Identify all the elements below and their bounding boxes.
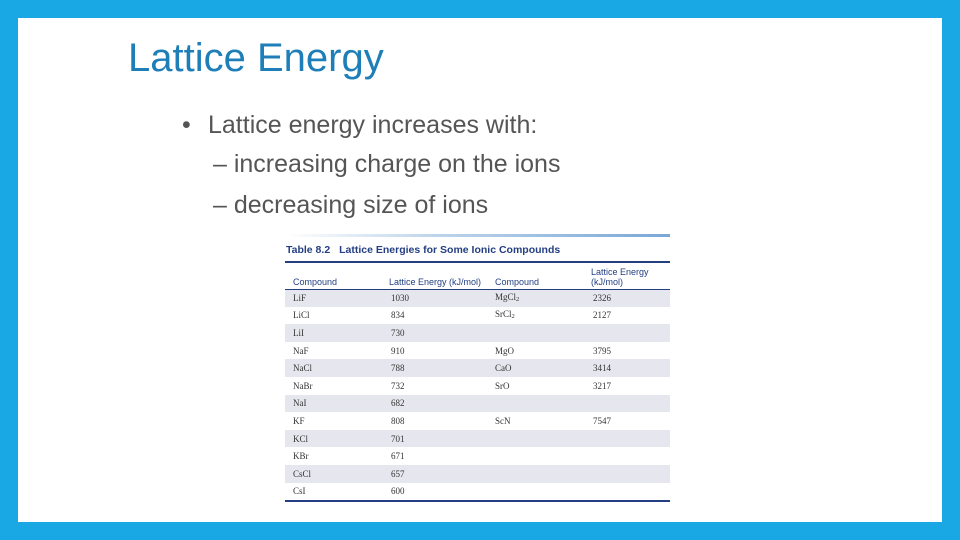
table-row: NaBr 732 SrO 3217: [285, 376, 670, 395]
caption-rule: [285, 261, 670, 263]
cell-lattice-energy-1: 1030: [381, 289, 487, 307]
cell-lattice-energy-2: [583, 447, 670, 465]
cell-lattice-energy-2: 3217: [583, 376, 670, 395]
slide: Lattice Energy • Lattice energy increases…: [18, 18, 942, 522]
header-lattice-energy-1: Lattice Energy (kJ/mol): [389, 276, 482, 287]
cell-lattice-energy-2: [583, 394, 670, 413]
cell-lattice-energy-2: 7547: [583, 412, 670, 430]
slide-title: Lattice Energy: [128, 36, 384, 80]
table-row: LiCl 834 SrCl2 2127: [285, 306, 670, 325]
cell-lattice-energy-1: 910: [381, 341, 487, 360]
cell-lattice-energy-2: [583, 464, 670, 483]
cell-lattice-energy-2: 2326: [583, 289, 670, 307]
table-row: CsCl 657: [285, 464, 670, 483]
cell-compound-1: KBr: [285, 447, 381, 465]
cell-compound-1: NaI: [285, 394, 381, 413]
table-row: NaCl 788 CaO 3414: [285, 359, 670, 377]
cell-compound-1: NaCl: [285, 359, 381, 377]
table-top-rule: [285, 234, 670, 237]
bullet-item: • Lattice energy increases with:: [182, 106, 560, 144]
lattice-energy-table-figure: Table 8.2 Lattice Energies for Some Ioni…: [285, 234, 670, 503]
cell-compound-2: [487, 324, 583, 342]
cell-compound-2: MgO: [487, 341, 583, 360]
cell-compound-1: NaF: [285, 341, 381, 360]
table-row: LiI 730: [285, 324, 670, 342]
cell-lattice-energy-1: 682: [381, 394, 487, 413]
cell-compound-2: SrO: [487, 376, 583, 395]
table-row: KF 808 ScN 7547: [285, 412, 670, 430]
cell-compound-2: [487, 482, 583, 501]
cell-compound-1: LiCl: [285, 306, 381, 325]
table-number: Table 8.2: [286, 244, 331, 256]
bullet-dot-icon: •: [182, 111, 191, 139]
cell-compound-1: NaBr: [285, 376, 381, 395]
cell-lattice-energy-1: 671: [381, 447, 487, 465]
cell-compound-1: KCl: [285, 429, 381, 448]
cell-lattice-energy-1: 600: [381, 482, 487, 501]
bullet-text: Lattice energy increases with:: [208, 111, 538, 139]
cell-lattice-energy-1: 730: [381, 324, 487, 342]
cell-compound-2: [487, 429, 583, 448]
sub-bullet-charge: – increasing charge on the ions: [213, 150, 561, 178]
lattice-energy-table: Compound Lattice Energy (kJ/mol) Compoun…: [285, 263, 670, 501]
cell-compound-2: ScN: [487, 412, 583, 430]
cell-lattice-energy-1: 834: [381, 306, 487, 325]
table-caption: Table 8.2 Lattice Energies for Some Ioni…: [285, 237, 670, 261]
cell-lattice-energy-2: 3795: [583, 341, 670, 360]
table-row: NaF 910 MgO 3795: [285, 341, 670, 360]
cell-lattice-energy-1: 701: [381, 429, 487, 448]
cell-compound-2: [487, 394, 583, 413]
cell-lattice-energy-1: 808: [381, 412, 487, 430]
bullet-list: • Lattice energy increases with: – increa…: [182, 106, 560, 226]
table-bottom-rule: [285, 500, 670, 503]
sub-bullet-size: – decreasing size of ions: [213, 191, 489, 219]
cell-compound-2: [487, 447, 583, 465]
cell-lattice-energy-2: 2127: [583, 306, 670, 325]
cell-compound-1: KF: [285, 412, 381, 430]
cell-lattice-energy-1: 657: [381, 464, 487, 483]
cell-compound-1: CsI: [285, 482, 381, 501]
table-row: CsI 600: [285, 482, 670, 501]
cell-lattice-energy-1: 732: [381, 376, 487, 395]
cell-lattice-energy-2: [583, 429, 670, 448]
cell-compound-1: CsCl: [285, 464, 381, 483]
table-row: KBr 671: [285, 447, 670, 465]
cell-lattice-energy-1: 788: [381, 359, 487, 377]
cell-compound-2: SrCl2: [487, 306, 583, 325]
cell-compound-2: MgCl2: [487, 289, 583, 307]
header-lattice-energy-2: Lattice Energy (kJ/mol): [591, 266, 649, 287]
table-row: KCl 701: [285, 429, 670, 448]
table-title: Lattice Energies for Some Ionic Compound…: [339, 244, 561, 256]
cell-lattice-energy-2: [583, 482, 670, 501]
table-body: LiF 1030 MgCl2 2326 LiCl 834 SrCl2 2127 LiI 730 Na…: [285, 289, 670, 501]
cell-compound-1: LiI: [285, 324, 381, 342]
table-row: LiF 1030 MgCl2 2326: [285, 289, 670, 307]
header-compound-2: Compound: [495, 276, 540, 287]
cell-lattice-energy-2: [583, 324, 670, 342]
cell-lattice-energy-2: 3414: [583, 359, 670, 377]
cell-compound-2: [487, 464, 583, 483]
cell-compound-2: CaO: [487, 359, 583, 377]
table-row: NaI 682: [285, 394, 670, 413]
header-compound-1: Compound: [293, 276, 338, 287]
table-header-row: Compound Lattice Energy (kJ/mol) Compoun…: [285, 263, 670, 289]
cell-compound-1: LiF: [285, 289, 381, 307]
